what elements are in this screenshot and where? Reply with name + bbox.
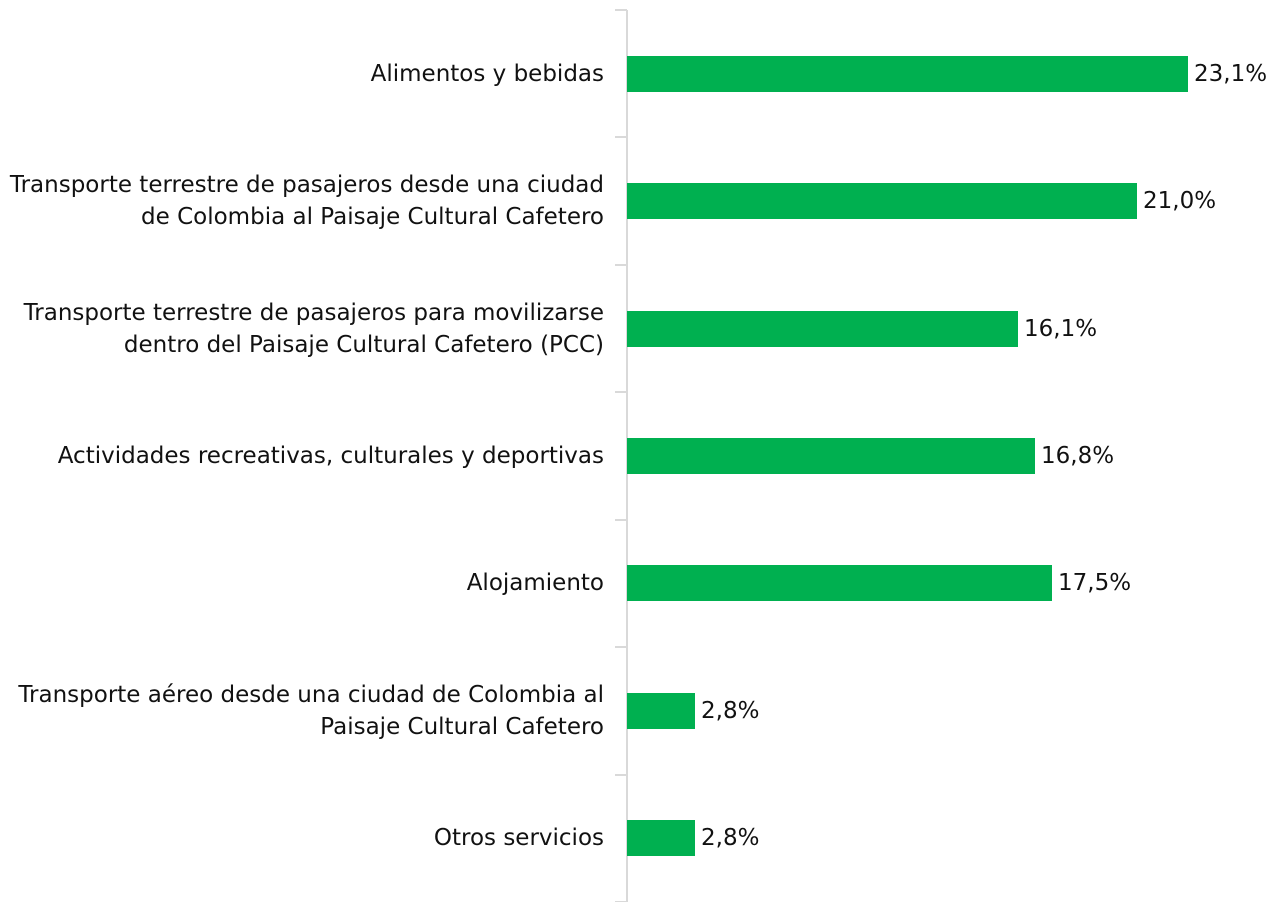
bar bbox=[627, 55, 1188, 92]
value-label: 16,1% bbox=[1024, 315, 1098, 342]
category-label: Transporte terrestre de pasajeros desde … bbox=[9, 172, 604, 231]
value-label: 2,8% bbox=[701, 825, 760, 852]
tick bbox=[615, 136, 627, 139]
value-label: 16,8% bbox=[1041, 443, 1115, 469]
value-label: 21,0% bbox=[1143, 188, 1217, 215]
category-label: Alojamiento bbox=[466, 570, 604, 597]
category-label: Actividades recreativas, culturales y de… bbox=[57, 443, 604, 469]
value-label: 2,8% bbox=[701, 697, 760, 724]
tick bbox=[615, 391, 627, 394]
category-label: Otros servicios bbox=[433, 825, 604, 852]
tick bbox=[615, 646, 627, 649]
bar bbox=[627, 438, 1035, 474]
bar bbox=[627, 820, 695, 857]
bar bbox=[627, 692, 695, 729]
tick bbox=[615, 518, 627, 521]
category-label: Transporte aéreo desde una ciudad de Col… bbox=[18, 681, 604, 740]
value-label: 23,1% bbox=[1194, 60, 1268, 87]
value-label: 17,5% bbox=[1058, 570, 1132, 597]
tick bbox=[615, 263, 627, 266]
tick bbox=[615, 773, 627, 776]
category-label: Transporte terrestre de pasajeros para m… bbox=[23, 299, 604, 358]
bar bbox=[627, 310, 1018, 347]
bar bbox=[627, 183, 1137, 220]
tick bbox=[615, 9, 627, 11]
category-label: Alimentos y bebidas bbox=[370, 60, 604, 87]
bar bbox=[627, 565, 1052, 602]
